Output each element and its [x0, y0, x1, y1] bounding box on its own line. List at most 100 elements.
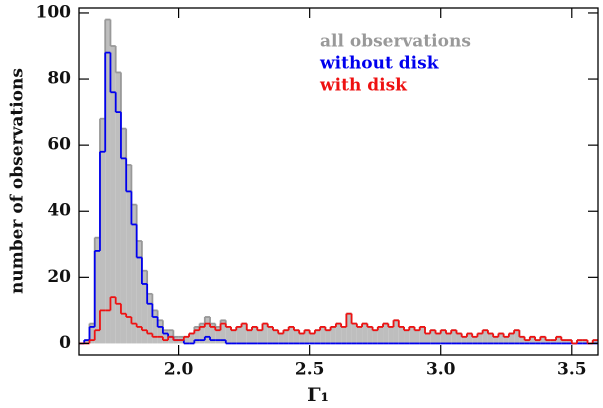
histogram-bar: [262, 323, 268, 344]
histogram-bar: [435, 333, 441, 344]
histogram-bar: [272, 330, 279, 344]
histogram-bar: [246, 330, 252, 344]
x-tick-label: 2.0: [164, 360, 194, 380]
histogram-bar: [241, 323, 247, 344]
plot-frame: [78, 7, 599, 356]
histogram-bar: [540, 336, 546, 344]
histogram-bar: [147, 293, 153, 344]
x-tick-label: 2.5: [295, 360, 325, 380]
histogram-bar: [194, 326, 200, 344]
histogram-bar: [577, 340, 583, 344]
histogram-bar: [162, 330, 169, 344]
histogram-bar: [341, 326, 347, 344]
histogram-bar: [299, 333, 305, 344]
histogram-bar: [556, 336, 562, 344]
histogram-bar: [561, 340, 567, 344]
histogram-bar: [252, 326, 258, 344]
histogram-bar: [466, 333, 473, 344]
histogram-bar: [231, 330, 237, 344]
histogram-bar: [199, 323, 205, 344]
histogram-bar: [189, 333, 195, 344]
histogram-bar: [346, 313, 352, 344]
histogram-bar: [461, 336, 467, 344]
histogram-bar: [94, 237, 100, 344]
histogram-bar: [84, 340, 90, 344]
histogram-bar: [440, 330, 446, 344]
histogram-bar: [288, 326, 294, 344]
y-tick-label: 80: [47, 69, 71, 89]
histogram-bar: [451, 330, 457, 344]
histogram-bar: [445, 333, 452, 344]
histogram-bar: [320, 326, 326, 344]
histogram-bar: [283, 330, 289, 344]
histogram-bar: [377, 326, 384, 344]
histogram-bar: [220, 320, 226, 344]
histogram-bar: [419, 326, 425, 344]
histogram-bar: [404, 330, 410, 344]
histogram-bar: [472, 336, 478, 344]
x-tick-label: 3.0: [426, 360, 456, 380]
histogram-bar: [519, 336, 525, 344]
histogram-bar: [592, 340, 598, 344]
y-tick-label: 60: [47, 135, 71, 155]
y-tick-label: 100: [36, 2, 72, 22]
histogram-bar: [367, 326, 373, 344]
y-tick-label: 20: [47, 267, 71, 287]
histogram-bar: [210, 323, 216, 344]
histogram-bar: [204, 316, 211, 344]
histogram-bar: [372, 330, 378, 344]
legend-entry: without disk: [319, 54, 440, 74]
histogram-bar: [335, 323, 342, 344]
histogram-bar: [278, 333, 284, 344]
histogram-bar: [545, 340, 551, 344]
histogram-bar: [508, 333, 515, 344]
histogram-bar: [514, 330, 520, 344]
histogram-bar: [498, 333, 504, 344]
histogram-bar: [487, 333, 494, 344]
histogram-bar: [383, 323, 389, 344]
histogram-bar: [267, 326, 273, 344]
legend-entry: all observations: [320, 32, 471, 52]
histogram-bar: [425, 333, 431, 344]
histogram-bar: [477, 333, 483, 344]
y-tick-label: 40: [47, 201, 71, 221]
x-axis-label: Γ₁: [307, 384, 329, 406]
histogram-bar: [529, 336, 536, 344]
histogram-bar: [493, 336, 499, 344]
histogram-bar: [215, 326, 221, 344]
histogram-bar: [456, 333, 462, 344]
histogram-bar: [325, 330, 331, 344]
histogram-bar: [99, 118, 106, 344]
histogram-bar: [351, 323, 357, 344]
y-axis-label: number of observations: [8, 68, 28, 294]
histogram-bar: [120, 128, 127, 344]
histogram-bar: [293, 330, 300, 344]
y-tick-label: 0: [59, 333, 71, 353]
histogram-bar: [409, 326, 415, 344]
histogram-bar: [414, 330, 420, 344]
histogram-bar: [183, 336, 190, 344]
histogram-bar: [131, 204, 137, 344]
legend-entry: with disk: [319, 76, 408, 96]
histogram-bar: [89, 323, 95, 344]
histogram-bar: [152, 310, 158, 344]
histogram-bar: [566, 340, 572, 344]
histogram-bar: [430, 330, 436, 344]
histogram-bar: [126, 164, 132, 344]
histogram-bar: [136, 240, 142, 344]
histogram-bar: [330, 326, 336, 344]
histogram-bar: [356, 326, 363, 344]
histogram-bar: [535, 340, 541, 344]
histogram-bar: [398, 326, 405, 344]
histogram-bar: [503, 336, 509, 344]
histogram-bar: [524, 340, 530, 344]
histogram-bar: [362, 323, 368, 344]
histogram-bar: [225, 326, 232, 344]
x-tick-label: 3.5: [557, 360, 587, 380]
histogram-bar: [550, 340, 557, 344]
histogram-bar: [110, 46, 116, 344]
histogram-bar: [257, 330, 263, 344]
histogram-bar: [157, 320, 163, 344]
histogram-bar: [482, 330, 488, 344]
